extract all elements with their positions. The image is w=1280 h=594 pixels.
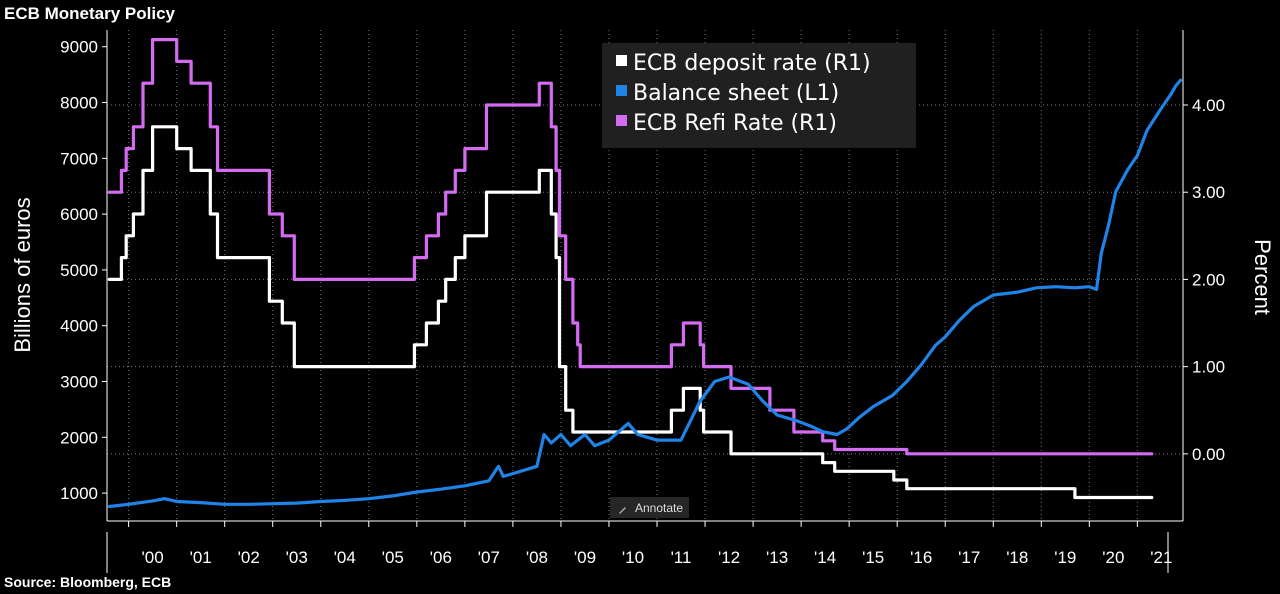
axes (106, 30, 1184, 573)
x-tick-label: '10 (622, 548, 644, 567)
y-left-tick-label: 1000 (60, 484, 98, 503)
x-tick-label: '17 (958, 548, 980, 567)
x-tick-label: '12 (718, 548, 740, 567)
legend-box (602, 43, 916, 148)
annotate-button[interactable]: Annotate (610, 497, 689, 518)
y-right-tick-label: 4.00 (1192, 96, 1225, 115)
x-tick-label: '14 (814, 548, 836, 567)
x-tick-label: '01 (190, 548, 212, 567)
legend-label-deposit: ECB deposit rate (R1) (633, 51, 871, 76)
x-tick-label: '15 (862, 548, 884, 567)
y-left-tick-label: 6000 (60, 205, 98, 224)
series-layer (107, 38, 1183, 509)
pencil-icon (619, 507, 626, 514)
y-right-tick-label: 2.00 (1192, 270, 1225, 289)
legend-swatch-refi (616, 115, 627, 126)
legend-label-refi: ECB Refi Rate (R1) (633, 111, 837, 136)
y-right-tick-label: 0.00 (1192, 445, 1225, 464)
x-tick-label: '00 (142, 548, 164, 567)
series-deposit-rate (107, 125, 1154, 500)
y-left-tick-label: 3000 (60, 373, 98, 392)
y-axis-left-ticks: 1000 2000 3000 4000 5000 6000 7000 8000 9000 (60, 38, 107, 503)
x-tick-label: '13 (766, 548, 788, 567)
annotate-label[interactable]: Annotate (635, 501, 683, 515)
legend-swatch-balance (616, 85, 627, 96)
legend: ECB deposit rate (R1) Balance sheet (L1)… (602, 43, 916, 148)
x-tick-label: '18 (1006, 548, 1028, 567)
x-tick-label: '03 (286, 548, 308, 567)
y-left-tick-label: 8000 (60, 94, 98, 113)
x-tick-label: '16 (910, 548, 932, 567)
y-left-tick-label: 4000 (60, 317, 98, 336)
x-tick-label: '11 (671, 548, 692, 567)
legend-label-balance: Balance sheet (L1) (633, 81, 839, 106)
x-tick-label: '04 (334, 548, 356, 567)
source-note: Source: Bloomberg, ECB (4, 574, 171, 590)
x-tick-label: '06 (430, 548, 452, 567)
x-tick-label: '20 (1102, 548, 1124, 567)
x-tick-label: '07 (478, 548, 500, 567)
x-tick-label: '05 (382, 548, 404, 567)
y-left-tick-label: 2000 (60, 428, 98, 447)
series-refi-rate (107, 38, 1154, 456)
y-axis-right-ticks: 0.00 1.00 2.00 3.00 4.00 (1183, 96, 1225, 464)
x-tick-label: '08 (526, 548, 548, 567)
annotate-button-bg[interactable] (610, 497, 689, 518)
x-tick-label: '21 (1150, 548, 1172, 567)
x-tick-label: '19 (1054, 548, 1076, 567)
y-right-tick-label: 3.00 (1192, 183, 1225, 202)
x-tick-label: '02 (238, 548, 260, 567)
x-tick-label: '09 (574, 548, 596, 567)
y-left-tick-label: 5000 (60, 261, 98, 280)
chart-title: ECB Monetary Policy (4, 4, 176, 23)
series-balance-sheet (107, 78, 1183, 509)
y-left-tick-label: 7000 (60, 149, 98, 168)
y-right-tick-label: 1.00 (1192, 358, 1225, 377)
y-left-tick-label: 9000 (60, 38, 98, 57)
x-axis-ticks: '00 '01 '02 '03 '04 '05 '06 '07 '08 '09 '10 '11 '12 '… (128, 521, 1172, 567)
y-axis-right-title: Percent (1250, 239, 1275, 315)
legend-swatch-deposit (616, 55, 627, 66)
y-axis-left-title: Billions of euros (10, 197, 35, 352)
